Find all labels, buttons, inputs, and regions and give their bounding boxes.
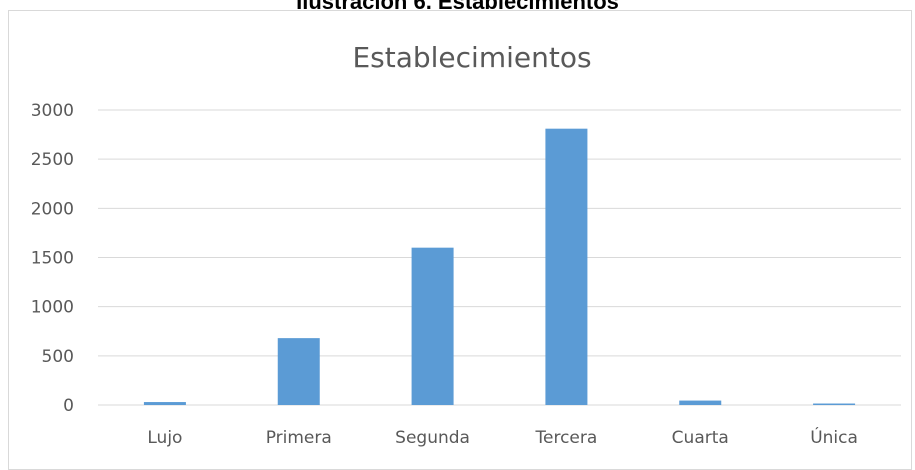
chart-frame [8, 10, 912, 470]
y-tick-label: 1000 [31, 298, 74, 318]
bar-tercera [545, 128, 588, 405]
x-tick-label: Primera [266, 428, 332, 448]
bar-única [813, 403, 856, 405]
x-tick-label: Segunda [395, 428, 470, 448]
x-tick-label: Lujo [147, 428, 182, 448]
bar-cuarta [679, 400, 722, 405]
bar-chart: Establecimientos 0 500 1000 1500 2000 2500 300… [31, 41, 901, 448]
grid-lines [98, 109, 901, 406]
y-axis-ticks: 0 500 1000 1500 2000 2500 3000 [31, 101, 74, 416]
x-tick-label: Tercera [535, 428, 598, 448]
bar-segunda [411, 247, 454, 405]
y-tick-label: 0 [63, 396, 74, 416]
bar-lujo [143, 402, 186, 405]
y-tick-label: 500 [42, 347, 74, 367]
chart-title: Establecimientos [352, 41, 591, 74]
bars [143, 128, 856, 405]
y-tick-label: 2000 [31, 199, 74, 219]
y-tick-label: 1500 [31, 249, 74, 269]
y-tick-label: 3000 [31, 101, 74, 121]
y-tick-label: 2500 [31, 150, 74, 170]
bar-primera [277, 338, 320, 405]
x-tick-label: Única [810, 426, 858, 448]
x-axis-ticks: Lujo Primera Segunda Tercera Cuarta Única [147, 426, 858, 448]
x-tick-label: Cuarta [672, 428, 729, 448]
